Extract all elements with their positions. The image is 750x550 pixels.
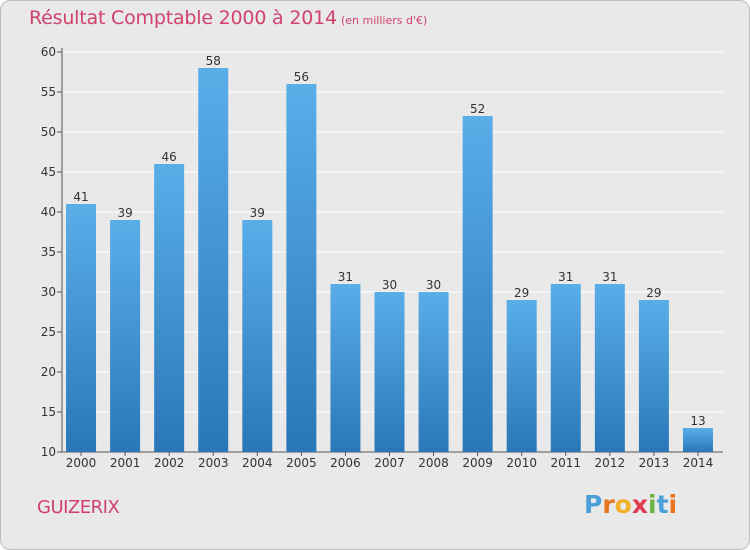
chart-title: Résultat Comptable 2000 à 2014 <box>29 7 337 29</box>
x-tick-label: 2013 <box>639 456 670 470</box>
y-tick-label: 30 <box>41 285 56 299</box>
commune-name: GUIZERIX <box>37 497 120 518</box>
x-tick-label: 2001 <box>110 456 141 470</box>
bar <box>198 68 229 452</box>
bar-value-label: 30 <box>426 278 441 292</box>
x-tick-label: 2007 <box>374 456 405 470</box>
x-tick-label: 2003 <box>198 456 229 470</box>
bar-value-label: 46 <box>162 150 177 164</box>
x-tick-label: 2012 <box>595 456 626 470</box>
logo-letter: P <box>584 490 603 519</box>
bar-value-label: 56 <box>294 70 309 84</box>
y-tick-label: 40 <box>41 205 56 219</box>
y-tick-label: 35 <box>41 245 56 259</box>
logo-letter: x <box>631 490 648 519</box>
bar <box>374 292 405 452</box>
proxiti-logo[interactable]: Proxiti <box>584 490 677 519</box>
y-tick-label: 55 <box>41 85 56 99</box>
bar-value-label: 31 <box>602 270 617 284</box>
logo-letter: i <box>648 490 657 519</box>
x-tick-label: 2011 <box>550 456 581 470</box>
bar <box>110 220 141 452</box>
logo-letter: t <box>656 490 669 519</box>
y-tick-label: 20 <box>41 365 56 379</box>
x-tick-label: 2014 <box>683 456 714 470</box>
bar-value-label: 31 <box>558 270 573 284</box>
y-tick-label: 25 <box>41 325 56 339</box>
bar <box>330 284 361 452</box>
x-tick-label: 2005 <box>286 456 317 470</box>
bar <box>594 284 625 452</box>
x-tick-label: 2002 <box>154 456 185 470</box>
bar-value-label: 41 <box>73 190 88 204</box>
bar-value-label: 39 <box>117 206 132 220</box>
bar-value-label: 13 <box>690 414 705 428</box>
x-tick-label: 2010 <box>506 456 537 470</box>
logo-letter: r <box>602 490 615 519</box>
bar <box>242 220 273 452</box>
bar <box>506 300 537 452</box>
bar-value-label: 58 <box>206 54 221 68</box>
bar <box>682 428 713 452</box>
x-tick-label: 2009 <box>462 456 493 470</box>
bar-value-label: 29 <box>646 286 661 300</box>
bar <box>462 116 493 452</box>
logo-letter: i <box>668 490 678 519</box>
bars <box>66 68 713 452</box>
labels: 10 15 20 25 30 35 40 45 50 55 60 41 2000 39 2001 46 2002… <box>41 45 714 470</box>
bar <box>286 84 317 452</box>
y-tick-label: 50 <box>41 125 56 139</box>
chart-subtitle: (en milliers d'€) <box>341 14 428 27</box>
x-tick-label: 2000 <box>66 456 97 470</box>
y-tick-label: 45 <box>41 165 56 179</box>
bar-value-label: 39 <box>250 206 265 220</box>
bar <box>66 204 97 452</box>
y-tick-label: 60 <box>41 45 56 59</box>
bar <box>638 300 669 452</box>
y-tick-label: 15 <box>41 405 56 419</box>
x-tick-label: 2004 <box>242 456 273 470</box>
x-tick-label: 2008 <box>418 456 449 470</box>
bar <box>550 284 581 452</box>
bar-value-label: 30 <box>382 278 397 292</box>
bar-value-label: 52 <box>470 102 485 116</box>
logo-letter: o <box>614 490 632 519</box>
bar-value-label: 29 <box>514 286 529 300</box>
bar <box>154 164 185 452</box>
bar <box>418 292 449 452</box>
x-tick-label: 2006 <box>330 456 361 470</box>
y-tick-label: 10 <box>41 445 56 459</box>
bar-value-label: 31 <box>338 270 353 284</box>
